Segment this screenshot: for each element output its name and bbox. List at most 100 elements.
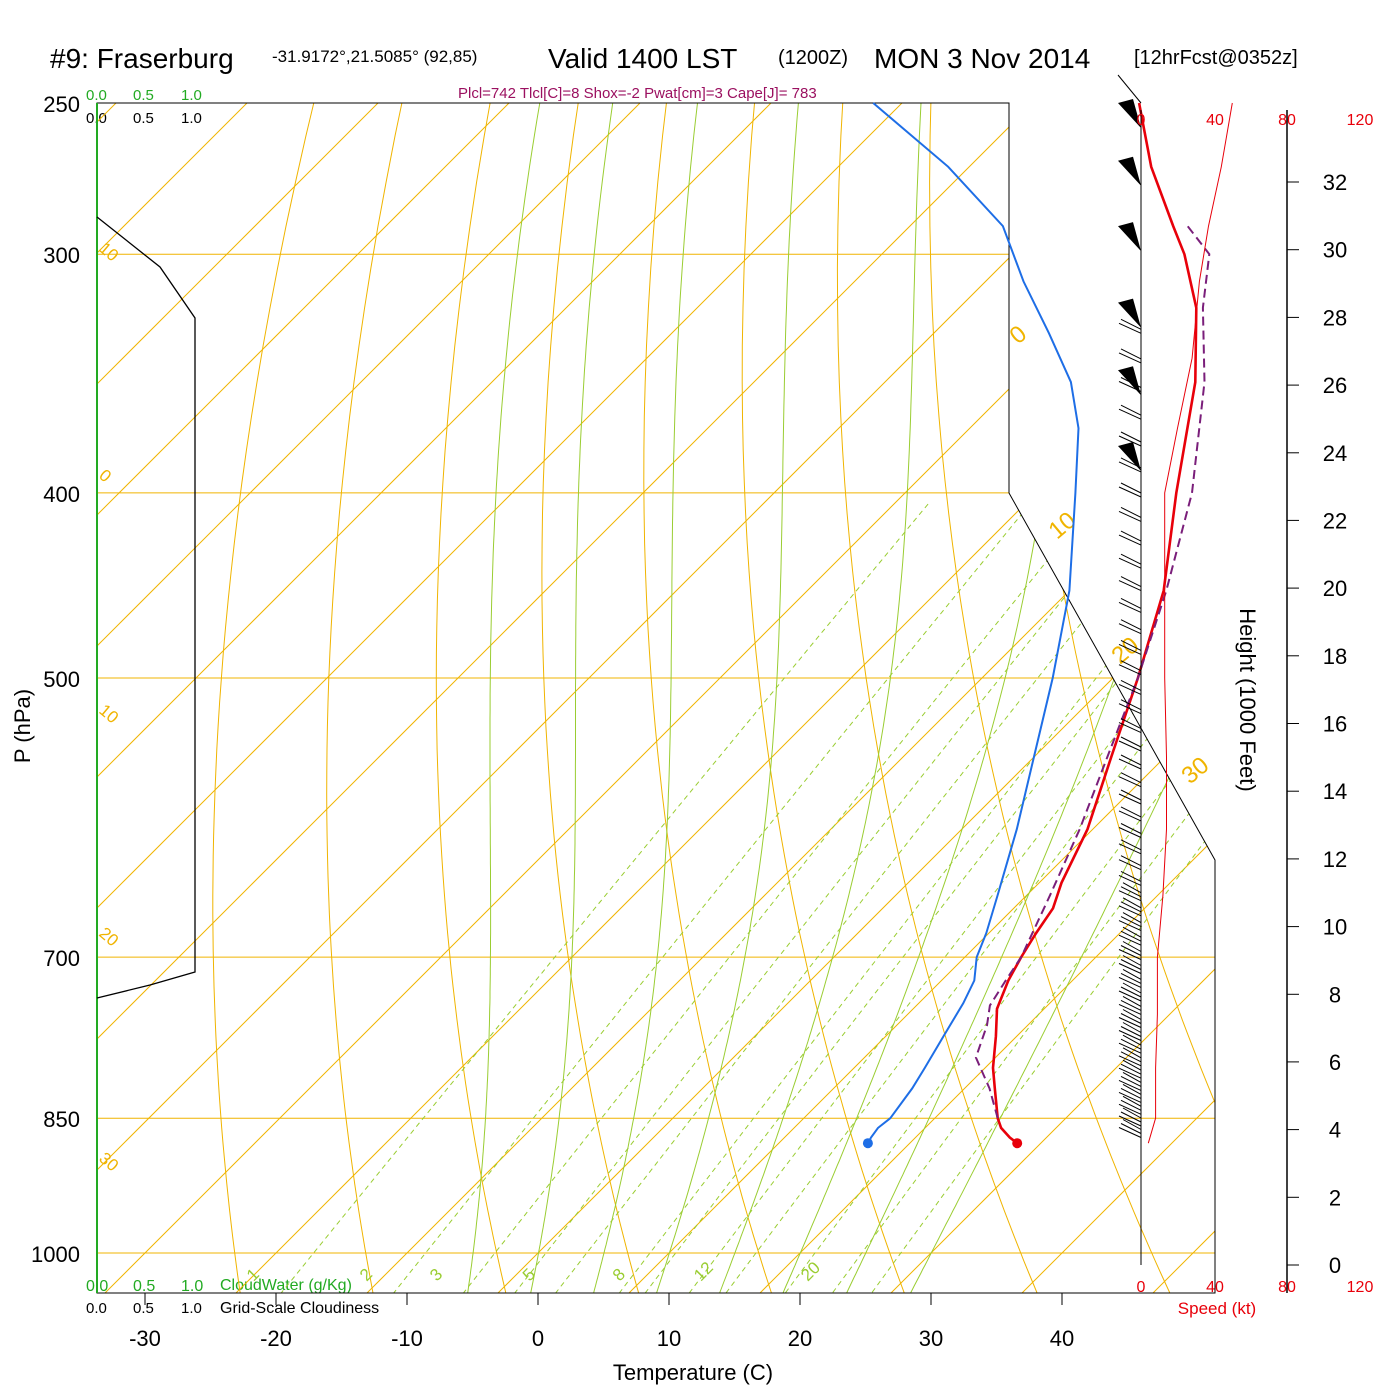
cloud-scale-top-green-0: 0.0 [86, 87, 107, 104]
mixing-ratio-label: 20 [797, 1258, 824, 1285]
wind-barb [1120, 930, 1142, 942]
dry-adiabat [836, 103, 1060, 1293]
isotherm [97, 103, 1215, 1293]
mixing-ratio-line [516, 502, 1178, 1293]
x-tick-label: 0 [532, 1326, 544, 1351]
wind-barb [1118, 827, 1142, 838]
isotherm-lines [97, 103, 1215, 1293]
wind-barb [1120, 348, 1142, 360]
cloud-scale-bottom: 0.0 0.5 1.0 CloudWater (g/Kg) 0.0 0.5 1.… [86, 1277, 379, 1317]
wind-barb [1122, 1119, 1142, 1130]
wind-barb [1118, 1091, 1142, 1103]
cloud-scale-top: 0.0 0.5 1.0 0.0 0.5 1.0 [86, 87, 202, 127]
pressure-tick-label: 250 [43, 92, 80, 117]
wind-barb [1120, 639, 1142, 651]
pressure-tick-label: 700 [43, 946, 80, 971]
pressure-tick-label: 850 [43, 1107, 80, 1132]
y-axis-label: P (hPa) [10, 689, 35, 763]
wind-barb [1118, 934, 1142, 946]
wind-barb [1122, 1083, 1142, 1095]
wind-barb [1118, 1079, 1142, 1091]
wind-barb [1120, 1087, 1142, 1099]
wind-barb [1122, 995, 1142, 1007]
wind-barb [1120, 576, 1142, 588]
height-tick-label: 18 [1323, 644, 1347, 669]
wind-barb [1118, 963, 1142, 974]
wind-barb [1120, 1051, 1142, 1063]
wind-barb [1118, 1127, 1142, 1138]
dry-adiabat [929, 103, 1195, 1293]
wind-barb [1118, 601, 1142, 613]
wind-barb [1118, 920, 1142, 932]
mixing-ratio-line [606, 502, 1215, 1293]
dewpoint-surface-point [862, 1138, 873, 1149]
wind-barb [1122, 968, 1142, 980]
wind-barb-flag [1118, 442, 1141, 471]
mixing-ratio-line [687, 502, 1215, 1293]
mixing-ratio-lines [240, 502, 1215, 1293]
wind-barb [1118, 1017, 1142, 1028]
cloud-scale-bottom-green-2: 1.0 [181, 1278, 203, 1295]
wind-barb [1120, 972, 1142, 984]
moist-adiabat [639, 103, 820, 1293]
moist-adiabat [760, 103, 1081, 1293]
speed-axis-label: Speed (kt) [1178, 1299, 1256, 1318]
dry-adiabats [212, 103, 1215, 1293]
wind-barb [1118, 557, 1142, 569]
wind-barb [1117, 74, 1142, 104]
wind-barb [1120, 986, 1142, 998]
temperature-surface-point [1012, 1138, 1023, 1149]
height-tick-label: 30 [1323, 238, 1347, 263]
wind-barb [1120, 1075, 1142, 1087]
wind-barb [1120, 431, 1142, 443]
speed-panel: 0 40 80 120 0 40 80 120 Speed (kt) [1137, 102, 1373, 1318]
wind-barb [1120, 1111, 1142, 1123]
parcel-profile [974, 225, 1211, 1119]
isotherm-label: 0 [95, 466, 114, 487]
isotherm [97, 103, 695, 1293]
isobar-lines [97, 102, 1215, 1254]
wind-barb [1122, 1059, 1142, 1071]
x-tick-label: -30 [129, 1326, 161, 1351]
height-tick-label: 4 [1329, 1118, 1341, 1143]
dewpoint-profile [867, 102, 1080, 1144]
isotherm-label: 10 [1044, 507, 1082, 545]
wind-barb [1118, 905, 1142, 917]
pressure-tick-label: 500 [43, 667, 80, 692]
wind-barb [1118, 810, 1142, 822]
wind-barb [1122, 1009, 1142, 1020]
wind-barb [1118, 1115, 1142, 1127]
wind-barb [1120, 1013, 1142, 1024]
x-tick-label: 40 [1050, 1326, 1074, 1351]
wind-barb [1122, 982, 1142, 994]
wind-barb [1122, 926, 1142, 938]
isotherm-label: 20 [1107, 632, 1145, 670]
wind-barb [1118, 408, 1142, 420]
forecast-label: [12hrFcst@0352z] [1134, 47, 1298, 69]
isotherm-label: 20 [95, 924, 122, 951]
wind-barb [1118, 322, 1142, 334]
wind-barb [1122, 1095, 1142, 1107]
isotherm-label: 10 [95, 239, 122, 266]
wind-barb [1118, 776, 1142, 788]
height-tick-label: 26 [1323, 373, 1347, 398]
height-tick-label: 0 [1329, 1253, 1341, 1278]
isotherm [97, 103, 957, 1293]
mixing-ratio-label: 2 [356, 1265, 376, 1285]
wind-barb [1118, 1055, 1142, 1067]
height-tick-label: 14 [1323, 779, 1347, 804]
wind-speed-profile [1147, 102, 1233, 1144]
wind-barb [1120, 506, 1142, 518]
wind-barb [1118, 859, 1142, 871]
wind-barb [1120, 1026, 1142, 1037]
dry-adiabat [643, 103, 789, 1293]
wind-barb [1118, 1067, 1142, 1079]
wind-barb [1122, 955, 1142, 966]
zulu-time: (1200Z) [778, 47, 848, 69]
wind-barb [1118, 793, 1142, 805]
wind-barb [1120, 839, 1142, 851]
cloud-scale-bottom-green-1: 0.5 [133, 1278, 155, 1295]
wind-barb [1120, 754, 1142, 766]
speed-tick-top-0: 0 [1137, 112, 1146, 129]
x-tick-label: -10 [391, 1326, 423, 1351]
